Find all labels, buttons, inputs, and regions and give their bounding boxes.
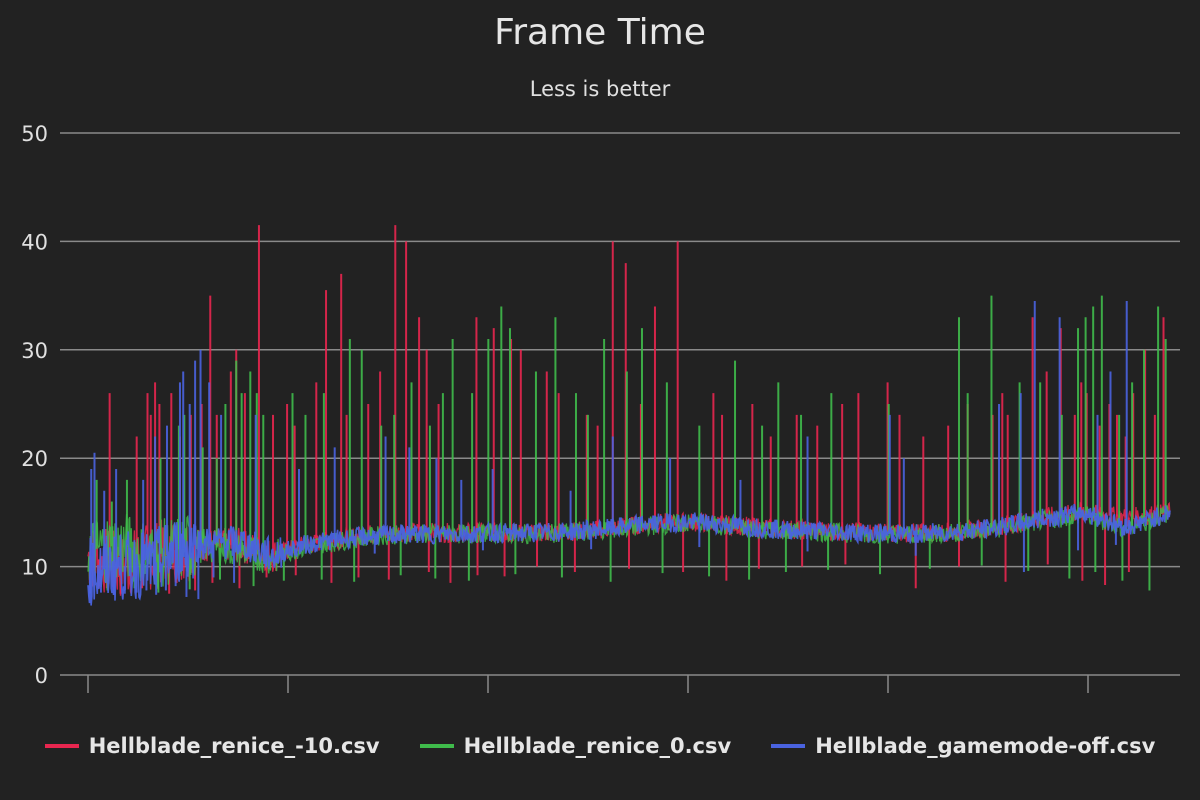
y-tick-label: 40: [21, 230, 48, 254]
legend-item-renice-minus-10[interactable]: Hellblade_renice_-10.csv: [44, 734, 380, 758]
legend: Hellblade_renice_-10.csv Hellblade_renic…: [0, 730, 1200, 762]
series-gamemode-off: [87, 301, 1171, 606]
chart-title: Frame Time: [494, 12, 706, 53]
series-line: [87, 503, 1171, 606]
chart-subtitle: Less is better: [529, 77, 671, 101]
legend-swatch-renice-minus-10: [44, 744, 79, 748]
legend-item-gamemode-off[interactable]: Hellblade_gamemode-off.csv: [771, 734, 1155, 758]
y-tick-label: 0: [35, 664, 48, 688]
legend-swatch-gamemode-off: [771, 744, 806, 748]
legend-label-gamemode-off: Hellblade_gamemode-off.csv: [815, 734, 1156, 758]
y-tick-label: 20: [21, 447, 48, 471]
legend-swatch-renice-0: [419, 744, 454, 748]
y-tick-label: 10: [21, 556, 48, 580]
y-tick-label: 50: [21, 122, 48, 146]
legend-item-renice-0[interactable]: Hellblade_renice_0.csv: [419, 734, 732, 758]
legend-label-renice-0: Hellblade_renice_0.csv: [463, 734, 732, 758]
y-tick-label: 30: [21, 339, 48, 363]
legend-label-renice-minus-10: Hellblade_renice_-10.csv: [88, 734, 380, 758]
